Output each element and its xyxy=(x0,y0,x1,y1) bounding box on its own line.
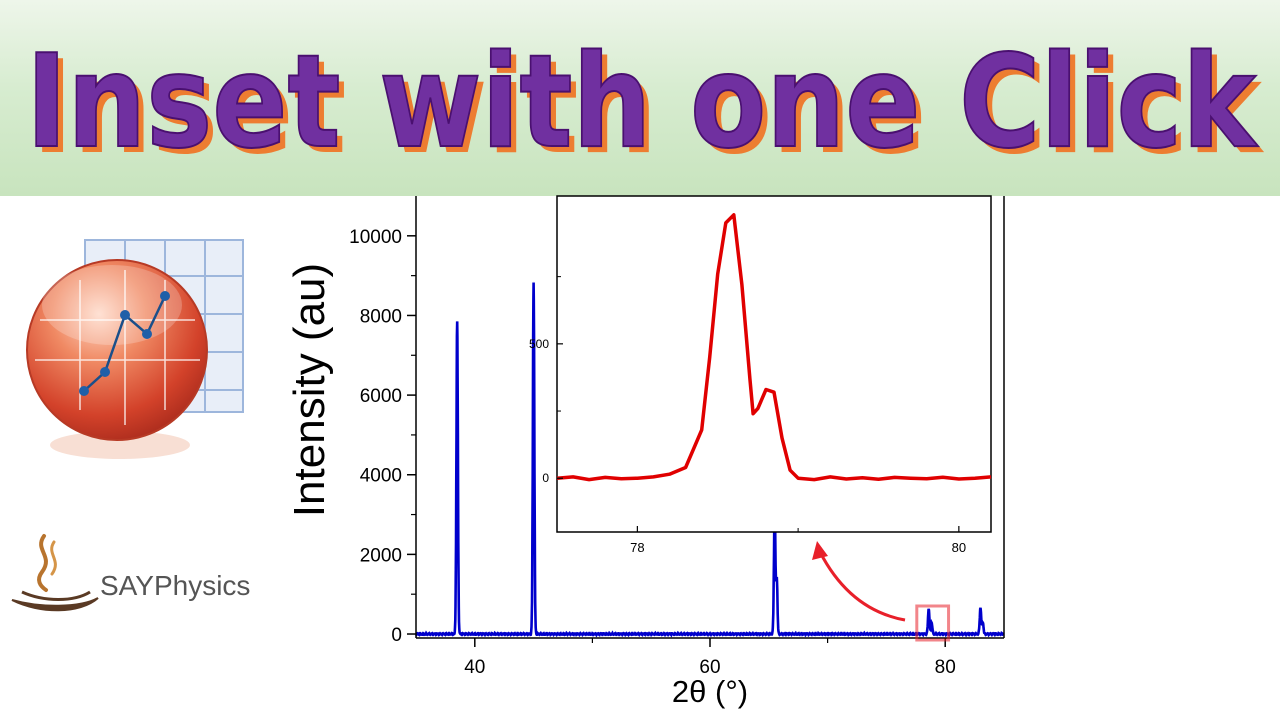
inset-frame xyxy=(556,195,992,533)
page-title: Inset with one Click xyxy=(26,28,1258,177)
steam-cup-icon xyxy=(11,534,99,612)
y-tick-label-6000: 6000 xyxy=(360,386,402,407)
y-axis-label: Intensity (au) xyxy=(285,263,334,517)
x-tick-label-40: 40 xyxy=(464,657,485,678)
inset-x-tick-label-78: 78 xyxy=(630,540,644,555)
inset-y-tick-label-0: 0 xyxy=(542,471,549,485)
y-tick-label-2000: 2000 xyxy=(360,545,402,566)
title-shadow: Inset with one Click xyxy=(32,34,1264,183)
inset-y-tick-label-500: 500 xyxy=(529,337,549,351)
main-plot: 0 2000 4000 6000 8000 10000 40 60 80 2θ (°) Intens… xyxy=(285,196,1005,709)
brand-name: SAYPhysics xyxy=(100,570,251,601)
y-tick-label-8000: 8000 xyxy=(360,306,402,327)
inset-x-tick-label-80: 80 xyxy=(952,540,966,555)
title-banner-text: Inset with one Click Inset with one Clic… xyxy=(25,27,1264,183)
x-axis-label: 2θ (°) xyxy=(672,674,748,709)
x-tick-label-80: 80 xyxy=(935,657,956,678)
y-tick-label-0: 0 xyxy=(391,625,402,646)
y-tick-label-10000: 10000 xyxy=(349,227,402,248)
y-tick-label-4000: 4000 xyxy=(360,466,402,487)
callout-arrow-head xyxy=(812,541,828,560)
x-tick-label-60: 60 xyxy=(699,657,720,678)
callout-arrow-line xyxy=(818,551,906,622)
title-banner xyxy=(0,0,1280,196)
zoom-callout xyxy=(812,541,951,642)
main-series-line xyxy=(415,282,1005,638)
inset-plot: 0 500 78 80 xyxy=(529,195,992,555)
origin-logo-icon xyxy=(26,239,244,459)
zoom-region-box xyxy=(915,604,951,642)
